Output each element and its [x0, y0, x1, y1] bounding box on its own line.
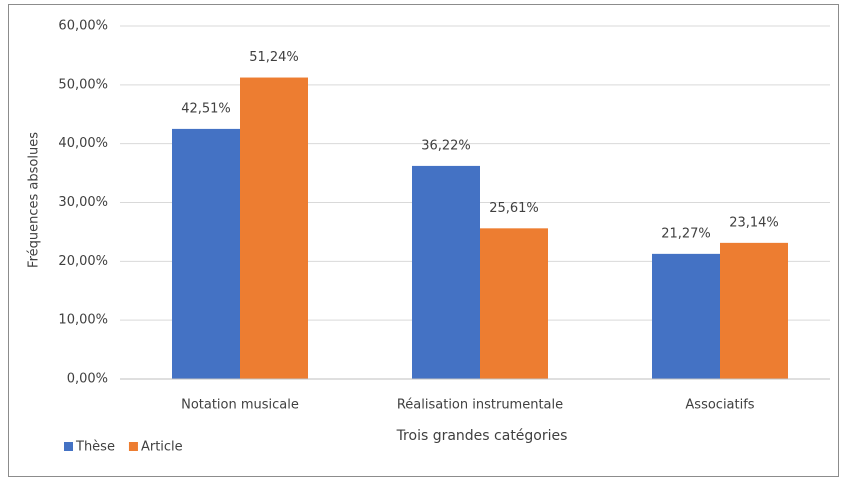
y-tick-label: 40,00%: [58, 136, 108, 151]
value-label: 23,14%: [729, 215, 779, 230]
bar: [720, 242, 788, 379]
bar: [480, 228, 548, 379]
y-axis-label: Fréquences absolues: [27, 132, 42, 268]
bar: [172, 128, 240, 379]
legend-swatch: [128, 442, 138, 451]
y-tick-label: 60,00%: [58, 19, 108, 34]
legend-label: Article: [141, 440, 183, 455]
value-label: 21,27%: [661, 226, 711, 241]
x-tick-label: Associatifs: [685, 398, 754, 413]
value-label: 36,22%: [421, 138, 471, 153]
bar: [652, 253, 720, 379]
value-label: 42,51%: [181, 101, 231, 116]
y-tick-label: 10,00%: [58, 313, 108, 328]
x-tick-label: Réalisation instrumentale: [397, 398, 563, 413]
x-axis-label: Trois grandes catégories: [396, 428, 568, 444]
x-tick-label: Notation musicale: [181, 398, 299, 413]
value-label: 25,61%: [489, 201, 539, 216]
y-tick-label: 50,00%: [58, 77, 108, 92]
value-label: 51,24%: [249, 50, 299, 65]
y-tick-label: 30,00%: [58, 195, 108, 210]
bar: [412, 165, 480, 379]
y-tick-label: 20,00%: [58, 254, 108, 269]
y-tick-label: 0,00%: [67, 372, 108, 387]
legend-swatch: [64, 442, 73, 451]
bar: [240, 77, 308, 380]
legend-label: Thèse: [75, 440, 115, 455]
